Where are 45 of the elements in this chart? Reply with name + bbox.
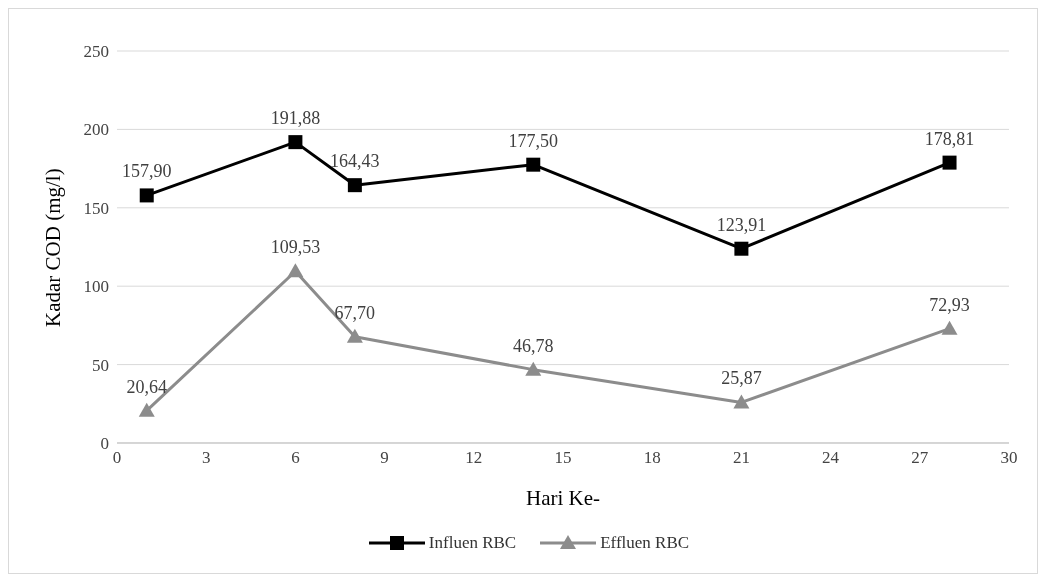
x-tick-label: 0 [112, 448, 122, 468]
x-tick-label: 9 [380, 448, 389, 468]
legend-label: Influen RBC [427, 533, 517, 553]
x-tick-label: 30 [1000, 448, 1018, 468]
data-label: 178,81 [924, 128, 975, 149]
x-tick-label: 24 [822, 448, 840, 468]
data-label: 123,91 [716, 214, 767, 235]
point [347, 178, 362, 193]
data-label: 157,90 [121, 161, 172, 182]
y-axis-title: Kadar COD (mg/l) [41, 168, 66, 327]
data-label: 191,88 [270, 108, 321, 129]
point [138, 402, 155, 417]
point [733, 394, 750, 409]
x-tick-label: 21 [732, 448, 750, 468]
x-tick-label: 18 [643, 448, 661, 468]
point [288, 135, 303, 150]
point [942, 155, 957, 170]
point [734, 241, 749, 256]
x-tick-label: 15 [554, 448, 572, 468]
point [941, 320, 958, 335]
data-label: 67,70 [334, 302, 376, 323]
x-axis-title: Hari Ke- [525, 486, 601, 510]
x-tick-label: 6 [291, 448, 300, 468]
x-tick-label: 27 [911, 448, 929, 468]
data-label: 46,78 [513, 335, 554, 356]
data-label: 109,53 [270, 237, 321, 258]
point [139, 188, 154, 203]
point [525, 361, 542, 376]
y-tick-label: 200 [83, 120, 109, 140]
y-tick-label: 250 [83, 42, 109, 62]
y-tick-label: 50 [92, 355, 109, 375]
y-tick-label: 150 [83, 198, 109, 218]
y-tick-label: 100 [83, 277, 109, 297]
data-label: 20,64 [126, 376, 167, 397]
data-label: 72,93 [929, 294, 970, 315]
data-label: 164,43 [330, 151, 380, 172]
data-label: 25,87 [721, 368, 762, 389]
legend-label: Effluen RBC [599, 533, 690, 553]
x-tick-label: 12 [465, 448, 483, 468]
point [526, 157, 541, 172]
y-tick-label: 0 [100, 434, 109, 454]
point [346, 328, 363, 343]
data-label: 177,50 [508, 130, 559, 151]
x-tick-label: 3 [201, 448, 211, 468]
point [287, 263, 304, 278]
